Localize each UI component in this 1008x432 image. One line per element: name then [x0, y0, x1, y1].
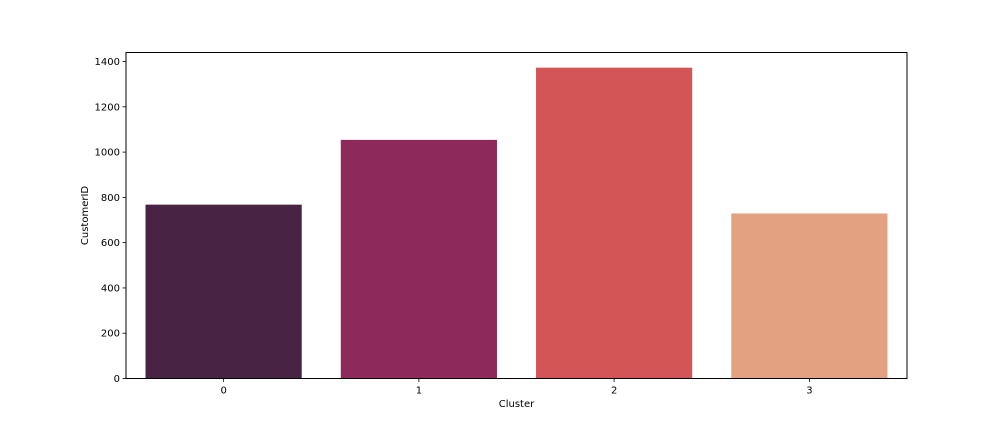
bar-cluster-0 [145, 204, 302, 379]
y-axis-label: CustomerID [80, 186, 91, 246]
y-tick-label: 1000 [95, 148, 120, 159]
x-axis-ticks: 0 1 2 3 [220, 378, 813, 397]
y-tick-label: 400 [101, 283, 120, 294]
y-tick-label: 200 [101, 329, 120, 340]
bars-group [145, 67, 888, 379]
x-tick-label: 3 [806, 386, 812, 397]
y-tick-label: 600 [101, 238, 120, 249]
x-tick-label: 1 [416, 386, 422, 397]
y-axis-ticks: 0 200 400 600 800 1000 1200 1400 [95, 57, 126, 385]
y-tick-label: 800 [101, 193, 120, 204]
y-tick-label: 0 [114, 374, 120, 385]
x-tick-label: 2 [611, 386, 617, 397]
x-tick-label: 0 [220, 386, 226, 397]
x-axis-label: Cluster [499, 399, 535, 410]
bar-cluster-1 [340, 139, 497, 379]
plot-frame [125, 52, 908, 379]
y-tick-label: 1200 [95, 102, 120, 113]
bar-cluster-2 [536, 67, 693, 379]
y-tick-label: 1400 [95, 57, 120, 68]
bar-cluster-3 [731, 213, 888, 379]
